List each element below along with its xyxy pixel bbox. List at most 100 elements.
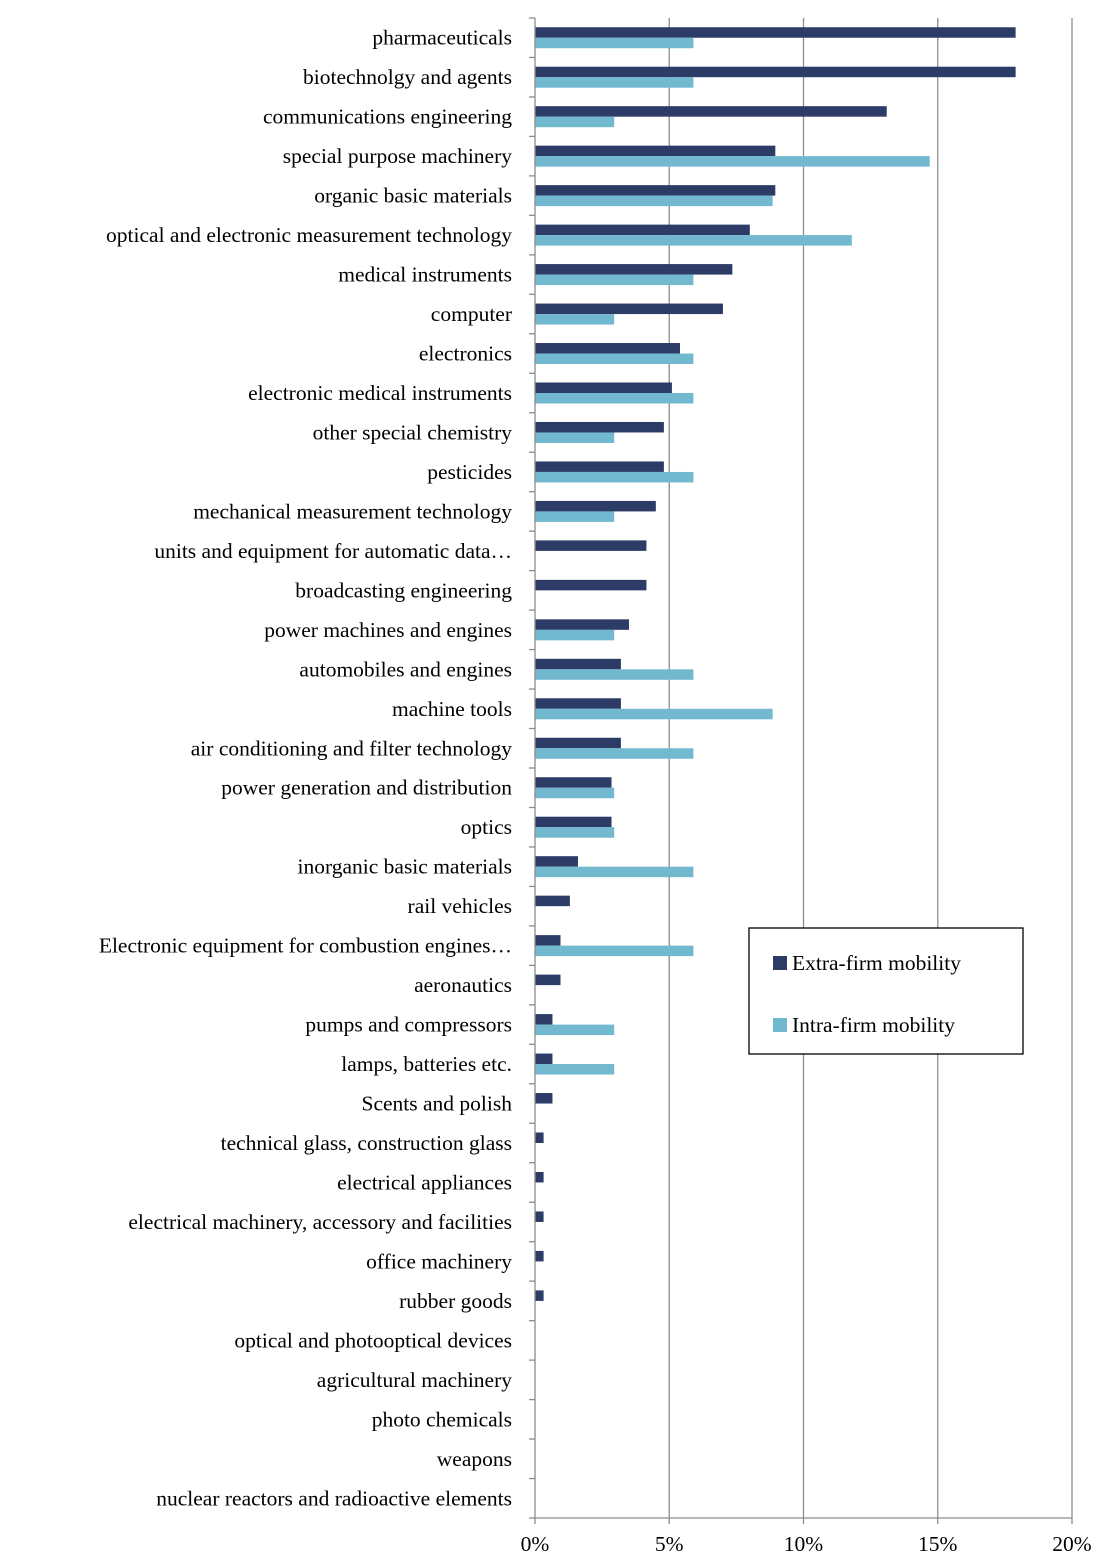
- category-label: optical and photooptical devices: [234, 1328, 512, 1352]
- category-label: lamps, batteries etc.: [341, 1052, 512, 1076]
- bar-intra-firm: [535, 1064, 615, 1075]
- bar-intra-firm: [535, 274, 694, 286]
- legend-swatch-intra-firm: [773, 1018, 787, 1032]
- bar-extra-firm: [535, 461, 664, 472]
- bar-extra-firm: [535, 777, 612, 788]
- bar-extra-firm: [535, 343, 680, 354]
- x-tick-label: 10%: [784, 1532, 824, 1556]
- bar-extra-firm: [535, 106, 887, 117]
- bar-intra-firm: [535, 787, 615, 799]
- bar-extra-firm: [535, 619, 629, 630]
- bar-extra-firm: [535, 816, 612, 828]
- category-label: mechanical measurement technology: [193, 499, 512, 523]
- legend-box: [748, 927, 1024, 1055]
- bar-extra-firm: [535, 856, 578, 867]
- bar-extra-firm: [535, 303, 723, 315]
- x-tick-label: 20%: [1052, 1532, 1092, 1556]
- x-tick-label: 0%: [521, 1532, 550, 1556]
- category-label: communications engineering: [263, 105, 512, 129]
- legend-swatch-extra-firm: [773, 956, 787, 970]
- category-label: electronic medical instruments: [248, 381, 512, 405]
- bar-extra-firm: [535, 579, 647, 591]
- category-label: weapons: [437, 1447, 512, 1471]
- category-label: air conditioning and filter technology: [191, 736, 512, 760]
- bar-extra-firm: [535, 1171, 544, 1183]
- bar-intra-firm: [535, 353, 694, 365]
- bar-extra-firm: [535, 698, 621, 709]
- bar-intra-firm: [535, 748, 694, 759]
- bar-extra-firm: [535, 935, 561, 946]
- category-label: biotechnolgy and agents: [303, 65, 512, 89]
- bar-extra-firm: [535, 421, 664, 433]
- category-label: automobiles and engines: [299, 657, 512, 681]
- bar-extra-firm: [535, 66, 1016, 78]
- bar-intra-firm: [535, 432, 615, 443]
- legend-label-extra-firm: Extra-firm mobility: [792, 951, 961, 975]
- category-label: electronics: [419, 342, 512, 366]
- category-label: pesticides: [427, 460, 512, 484]
- bars: [535, 27, 1016, 1301]
- bar-extra-firm: [535, 658, 621, 670]
- category-label: power generation and distribution: [221, 776, 512, 800]
- bar-extra-firm: [535, 737, 621, 749]
- category-labels: pharmaceuticals biotechnolgy and agents co…: [99, 26, 512, 1511]
- bar-intra-firm: [535, 37, 694, 49]
- category-label: organic basic materials: [314, 184, 512, 208]
- x-tick-label: 15%: [918, 1532, 958, 1556]
- bar-intra-firm: [535, 827, 615, 838]
- bar-intra-firm: [535, 1024, 615, 1036]
- category-label: nuclear reactors and radioactive element…: [156, 1486, 512, 1510]
- category-label: machine tools: [392, 697, 512, 721]
- bar-extra-firm: [535, 1250, 544, 1262]
- bar-intra-firm: [535, 511, 615, 522]
- bar-intra-firm: [535, 116, 615, 128]
- category-label: electrical appliances: [337, 1170, 512, 1194]
- bar-intra-firm: [535, 708, 773, 720]
- bar-intra-firm: [535, 77, 694, 88]
- bar-intra-firm: [535, 669, 694, 680]
- bar-intra-firm: [535, 471, 694, 483]
- category-label: agricultural machinery: [317, 1368, 512, 1392]
- bar-extra-firm: [535, 1093, 553, 1104]
- bar-intra-firm: [535, 393, 694, 404]
- bar-extra-firm: [535, 224, 750, 236]
- bar-extra-firm: [535, 540, 647, 551]
- x-tick-label: 5%: [655, 1532, 684, 1556]
- category-label: rubber goods: [399, 1289, 512, 1313]
- bar-extra-firm: [535, 1290, 544, 1301]
- category-label: photo chemicals: [372, 1407, 512, 1431]
- bar-extra-firm: [535, 145, 776, 157]
- bar-extra-firm: [535, 1132, 544, 1143]
- category-label: optics: [461, 815, 512, 839]
- bar-extra-firm: [535, 1014, 553, 1025]
- bar-extra-firm: [535, 27, 1016, 38]
- category-label: aeronautics: [414, 973, 512, 997]
- legend: Extra-firm mobility Intra-firm mobility: [748, 927, 1024, 1055]
- bar-intra-firm: [535, 945, 694, 957]
- category-label: pumps and compressors: [305, 1013, 512, 1037]
- category-label: medical instruments: [338, 263, 512, 287]
- bar-intra-firm: [535, 195, 773, 207]
- category-label: office machinery: [366, 1249, 512, 1273]
- category-label: power machines and engines: [264, 618, 512, 642]
- bar-intra-firm: [535, 629, 615, 641]
- category-label: pharmaceuticals: [372, 26, 512, 50]
- bar-intra-firm: [535, 156, 930, 167]
- bar-intra-firm: [535, 866, 694, 878]
- category-label: broadcasting engineering: [295, 578, 512, 602]
- category-label: rail vehicles: [408, 894, 512, 918]
- category-label: other special chemistry: [313, 420, 513, 444]
- category-label: optical and electronic measurement techn…: [106, 223, 512, 247]
- category-label: special purpose machinery: [283, 144, 512, 168]
- bar-extra-firm: [535, 185, 776, 196]
- bar-intra-firm: [535, 314, 615, 325]
- bar-extra-firm: [535, 895, 570, 907]
- bar-extra-firm: [535, 1053, 553, 1065]
- category-label: Electronic equipment for combustion engi…: [99, 934, 512, 958]
- category-label: computer: [431, 302, 512, 326]
- bar-extra-firm: [535, 500, 656, 512]
- tick-labels: 0% 5% 10% 15% 20%: [521, 1532, 1092, 1556]
- category-label: inorganic basic materials: [297, 855, 512, 879]
- bar-intra-firm: [535, 235, 852, 246]
